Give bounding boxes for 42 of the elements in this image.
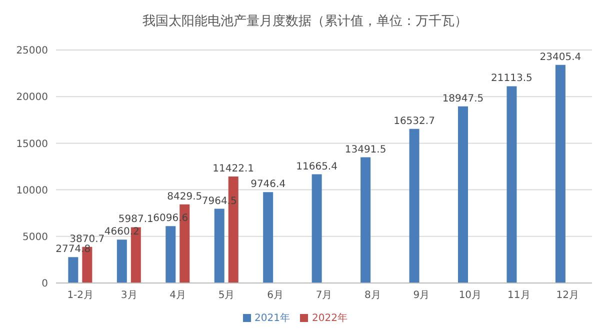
bar — [214, 208, 224, 283]
y-tick-label: 25000 — [16, 46, 48, 57]
y-tick-label: 15000 — [16, 138, 48, 150]
bar — [506, 86, 517, 283]
x-tick-label: 12月 — [556, 290, 580, 302]
data-label: 11665.4 — [296, 161, 338, 172]
x-tick-label: 5月 — [218, 290, 235, 302]
bar — [458, 106, 468, 283]
data-label: 8429.5 — [167, 191, 202, 202]
bar — [312, 174, 322, 283]
bar — [68, 257, 78, 283]
bar — [409, 128, 420, 283]
data-label: 21113.5 — [491, 73, 532, 84]
y-tick-label: 10000 — [16, 185, 48, 196]
bar — [555, 64, 566, 283]
x-tick-label: 4月 — [170, 290, 186, 302]
x-tick-label: 11月 — [508, 290, 530, 302]
legend-label: 2021年 — [254, 313, 290, 324]
data-label: 16532.7 — [394, 116, 435, 127]
data-label: 5987.1 — [118, 214, 154, 226]
bar — [166, 226, 176, 283]
data-label: 18947.5 — [442, 93, 484, 104]
legend-label: 2022年 — [312, 313, 348, 324]
x-tick-label: 8月 — [364, 290, 381, 302]
data-label: 23405.4 — [540, 52, 582, 63]
data-label: 3870.7 — [70, 234, 105, 245]
x-tick-label: 3月 — [120, 290, 138, 302]
x-tick-label: 7月 — [316, 290, 332, 302]
x-tick-label: 9月 — [413, 290, 430, 302]
data-label: 9746.4 — [250, 179, 286, 190]
y-tick-label: 5000 — [22, 232, 48, 243]
data-label: 11422.1 — [212, 164, 254, 175]
y-tick-label: 20000 — [16, 92, 48, 104]
bar — [360, 157, 371, 283]
x-tick-label: 6月 — [267, 290, 284, 302]
bar — [116, 240, 127, 283]
chart-title: 我国太阳能电池产量月度数据（累计值，单位：万千瓦） — [142, 13, 468, 30]
x-tick-label: 10月 — [458, 290, 482, 302]
bar — [263, 192, 274, 283]
x-tick-label: 1-2月 — [67, 290, 94, 302]
y-tick-label: 0 — [42, 278, 48, 290]
data-label: 13491.5 — [344, 144, 386, 156]
